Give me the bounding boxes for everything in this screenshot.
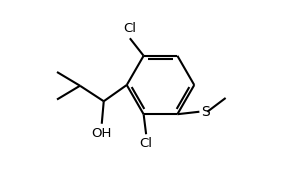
Text: OH: OH [91,127,112,140]
Text: S: S [201,105,210,119]
Text: Cl: Cl [140,138,153,150]
Text: Cl: Cl [123,22,136,35]
